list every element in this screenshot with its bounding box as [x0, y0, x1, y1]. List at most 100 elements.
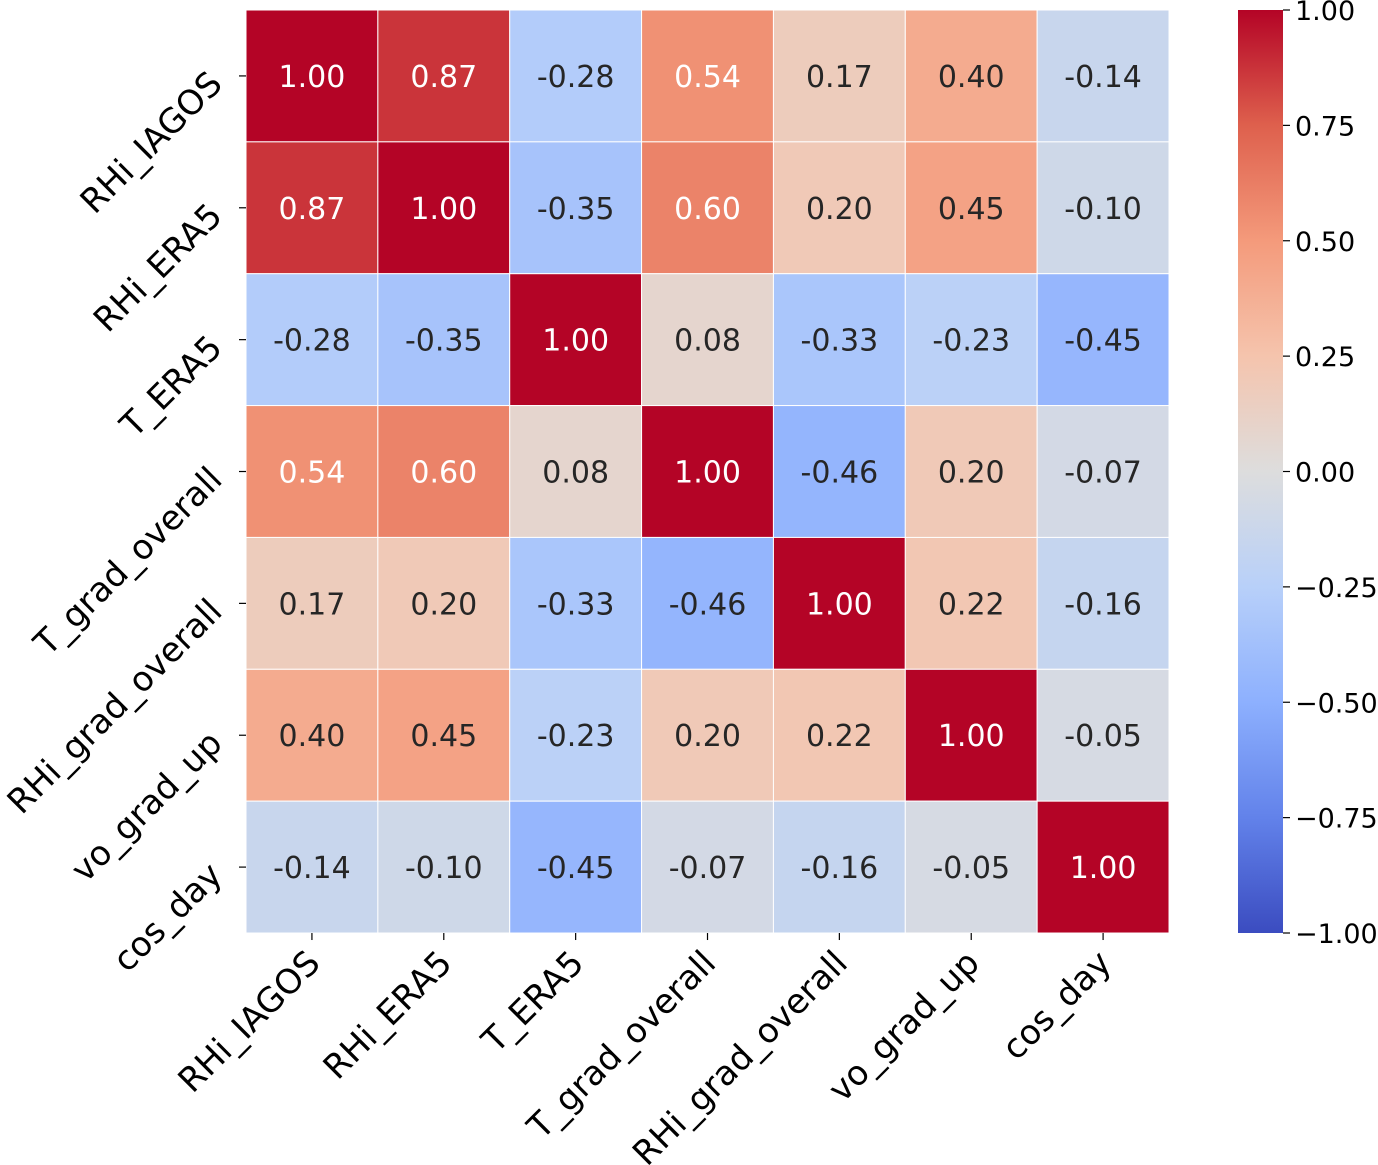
colorbar-tick-label: 0.00: [1295, 458, 1355, 489]
cell-value-label: 1.00: [674, 456, 741, 491]
heatmap-cell-rhi-iagos-vo-grad-up: [904, 9, 1038, 143]
cell-value-label: -0.07: [1064, 456, 1142, 491]
cell-value-label: -0.28: [537, 60, 615, 95]
cell-value-label: 1.00: [1070, 851, 1137, 886]
heatmap-cell-rhi-iagos-t-grad-overall: [641, 9, 774, 143]
heatmap-cell-t-era5-cos-day: [1036, 273, 1170, 407]
cell-value-label: 0.87: [410, 60, 477, 95]
y-tick-label-rhi-era5: RHi_ERA5: [86, 196, 230, 340]
cell-value-label: 1.00: [279, 60, 346, 95]
cell-value-label: 0.20: [938, 456, 1005, 491]
heatmap-cell-rhi-iagos-t-era5: [509, 9, 643, 143]
heatmap-cell-rhi-grad-overall-cos-day: [1036, 536, 1170, 670]
cell-value-label: -0.45: [537, 851, 615, 886]
cell-value-label: 1.00: [410, 192, 477, 227]
colorbar-tick-label: 0.50: [1295, 227, 1355, 258]
heatmap-cell-rhi-grad-overall-t-era5: [509, 536, 643, 670]
heatmap-cell-vo-grad-up-rhi-grad-overall: [772, 668, 906, 802]
colorbar-tick-label: 1.00: [1295, 0, 1355, 27]
cell-value-label: -0.14: [273, 851, 351, 886]
cell-value-label: 0.22: [938, 587, 1005, 622]
heatmap-cell-vo-grad-up-t-era5: [509, 668, 643, 802]
heatmap-cell-rhi-era5-t-era5: [509, 141, 643, 275]
heatmap-cell-vo-grad-up-rhi-iagos: [245, 668, 379, 802]
heatmap-cell-rhi-era5-vo-grad-up: [904, 141, 1038, 275]
heatmap-cell-rhi-iagos-rhi-iagos: [245, 9, 379, 143]
cell-value-label: 0.60: [674, 192, 741, 227]
cell-value-label: -0.14: [1064, 60, 1142, 95]
cell-value-label: 0.40: [279, 719, 346, 754]
cell-value-label: 0.08: [542, 456, 609, 491]
heatmap-cell-vo-grad-up-cos-day: [1036, 668, 1170, 802]
cell-value-label: 0.54: [674, 60, 741, 95]
cell-value-label: -0.05: [932, 851, 1010, 886]
cell-value-label: -0.33: [801, 324, 879, 359]
colorbar-gradient: [1238, 10, 1283, 933]
cell-value-label: -0.35: [405, 324, 483, 359]
heatmap-cell-rhi-iagos-rhi-grad-overall: [772, 9, 906, 143]
cell-value-label: 0.40: [938, 60, 1005, 95]
cell-value-label: 0.20: [410, 587, 477, 622]
heatmap-cell-rhi-iagos-rhi-era5: [377, 9, 511, 143]
cell-value-label: -0.05: [1064, 719, 1142, 754]
heatmap-cell-t-era5-rhi-grad-overall: [772, 273, 906, 407]
cell-value-label: -0.07: [669, 851, 747, 886]
cell-value-label: -0.10: [405, 851, 483, 886]
heatmap-cell-t-grad-overall-t-grad-overall: [641, 405, 774, 538]
heatmap-cell-vo-grad-up-rhi-era5: [377, 668, 511, 802]
colorbar: 1.00 0.75 0.50 0.25 0.00 −0.25 −0.50 −0.75 −1.00: [1238, 0, 1378, 950]
cell-value-label: 1.00: [938, 719, 1005, 754]
heatmap-cell-t-era5-vo-grad-up: [904, 273, 1038, 407]
heatmap-cell-t-era5-t-era5: [509, 273, 643, 407]
y-axis-labels: RHi_IAGOSRHi_ERA5T_ERA5T_grad_overallRHi…: [0, 64, 246, 980]
colorbar-tick-label: 0.25: [1295, 342, 1355, 373]
cell-value-label: -0.46: [801, 456, 879, 491]
cell-value-label: 1.00: [542, 324, 609, 359]
heatmap-cell-rhi-era5-rhi-iagos: [245, 141, 379, 275]
colorbar-tick-label: −0.25: [1295, 573, 1378, 604]
cell-value-label: -0.23: [932, 324, 1010, 359]
cell-value-label: -0.46: [669, 587, 747, 622]
x-tick-label-rhi-era5: RHi_ERA5: [316, 943, 460, 1087]
cell-value-label: 0.08: [674, 324, 741, 359]
cell-value-label: 0.20: [806, 192, 873, 227]
heatmap-cell-t-era5-rhi-era5: [377, 273, 511, 407]
colorbar-tick-label: −1.00: [1295, 919, 1378, 950]
heatmap-cell-cos-day-t-era5: [509, 800, 643, 934]
y-tick-label-t-era5: T_ERA5: [112, 328, 230, 446]
heatmap-cell-rhi-era5-rhi-grad-overall: [772, 141, 906, 275]
heatmap-cells: 1.00 0.87 -0.28 0.54 0.17 0.40 -0.14 0.87 1.00 -0…: [245, 9, 1170, 934]
cell-value-label: -0.16: [801, 851, 879, 886]
cell-value-label: 0.22: [806, 719, 873, 754]
heatmap-cell-cos-day-rhi-iagos: [245, 800, 379, 934]
heatmap-cell-t-grad-overall-rhi-iagos: [245, 405, 379, 538]
heatmap-cell-t-grad-overall-rhi-era5: [377, 405, 511, 538]
x-tick-label-rhi-grad-overall: RHi_grad_overall: [625, 943, 856, 1165]
cell-value-label: -0.45: [1064, 324, 1142, 359]
x-tick-label-cos-day: cos_day: [994, 943, 1119, 1068]
cell-value-label: 0.17: [806, 60, 873, 95]
heatmap-cell-rhi-grad-overall-rhi-iagos: [245, 536, 379, 670]
y-tick-label-rhi-iagos: RHi_IAGOS: [73, 64, 231, 222]
x-tick-label-rhi-iagos: RHi_IAGOS: [171, 943, 329, 1101]
heatmap-cell-cos-day-t-grad-overall: [641, 800, 774, 934]
cell-value-label: -0.10: [1064, 192, 1142, 227]
heatmap-cell-t-era5-t-grad-overall: [641, 273, 774, 407]
cell-value-label: -0.35: [537, 192, 615, 227]
cell-value-label: -0.16: [1064, 587, 1142, 622]
colorbar-tick-label: 0.75: [1295, 111, 1355, 142]
cell-value-label: -0.33: [537, 587, 615, 622]
cell-value-label: 0.45: [938, 192, 1005, 227]
heatmap-cell-t-grad-overall-cos-day: [1036, 405, 1170, 538]
heatmap-cell-rhi-era5-cos-day: [1036, 141, 1170, 275]
x-tick-label-t-era5: T_ERA5: [474, 943, 592, 1061]
cell-value-label: 0.17: [279, 587, 346, 622]
cell-value-label: 0.20: [674, 719, 741, 754]
colorbar-tick-label: −0.50: [1295, 688, 1378, 719]
heatmap-cell-cos-day-vo-grad-up: [904, 800, 1038, 934]
heatmap-cell-t-era5-rhi-iagos: [245, 273, 379, 407]
cell-value-label: 0.54: [279, 456, 346, 491]
heatmap-cell-cos-day-rhi-grad-overall: [772, 800, 906, 934]
